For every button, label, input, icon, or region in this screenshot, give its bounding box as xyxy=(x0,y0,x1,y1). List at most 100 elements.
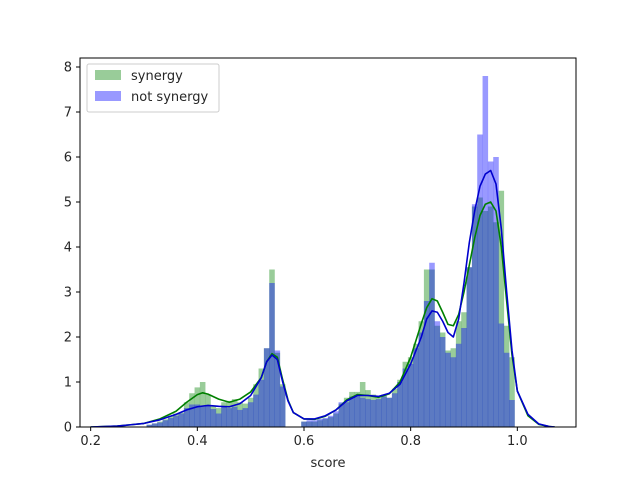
x-tick-label: 0.6 xyxy=(294,434,315,449)
hist-bar-not-synergy xyxy=(157,422,163,427)
hist-bar-not-synergy xyxy=(386,397,393,427)
hist-bar-not-synergy xyxy=(162,420,169,427)
hist-bar-not-synergy xyxy=(461,328,467,427)
hist-bar-not-synergy xyxy=(455,343,462,427)
hist-bar-not-synergy xyxy=(274,350,281,427)
hist-bar-not-synergy xyxy=(349,396,355,427)
hist-bar-not-synergy xyxy=(498,323,505,427)
hist-bar-synergy xyxy=(471,206,478,427)
hist-bar-synergy xyxy=(269,269,275,427)
hist-bar-synergy xyxy=(173,413,179,427)
hist-bar-not-synergy xyxy=(381,396,387,427)
hist-bar-synergy xyxy=(343,397,350,427)
y-tick-label: 2 xyxy=(64,331,72,346)
hist-bar-synergy xyxy=(178,412,185,427)
hist-bar-not-synergy xyxy=(226,408,233,427)
hist-bar-synergy xyxy=(258,368,265,427)
axes-frame xyxy=(79,57,577,428)
hist-bar-synergy xyxy=(317,420,323,427)
hist-bar-not-synergy xyxy=(343,402,350,427)
hist-bar-not-synergy xyxy=(333,411,339,427)
hist-bar-not-synergy xyxy=(391,393,398,427)
hist-bar-synergy xyxy=(162,419,169,427)
hist-bar-synergy xyxy=(365,390,371,427)
hist-bar-synergy xyxy=(487,206,494,427)
hist-bar-not-synergy xyxy=(477,134,483,427)
hist-bar-synergy xyxy=(434,325,441,427)
hist-bar-synergy xyxy=(466,267,473,427)
x-tick-label: 1.0 xyxy=(507,434,528,449)
y-tick-label: 5 xyxy=(64,196,72,211)
hist-bar-not-synergy xyxy=(413,348,419,427)
hist-bar-synergy xyxy=(167,415,174,427)
hist-bar-not-synergy xyxy=(301,421,307,427)
hist-bar-not-synergy xyxy=(258,379,265,427)
hist-bar-not-synergy xyxy=(231,406,238,427)
x-tick-label: 0.8 xyxy=(400,434,421,449)
hist-bar-synergy xyxy=(274,352,281,427)
hist-bar-synergy xyxy=(157,421,163,427)
hist-bar-not-synergy xyxy=(215,413,222,427)
hist-bar-not-synergy xyxy=(503,352,510,427)
hist-bar-synergy xyxy=(199,382,206,427)
hist-bar-synergy xyxy=(397,379,403,427)
hist-bar-synergy xyxy=(306,421,313,427)
hist-bar-not-synergy xyxy=(317,418,323,427)
legend-box xyxy=(86,63,220,113)
hist-bar-synergy xyxy=(375,397,382,427)
hist-bar-synergy xyxy=(477,197,483,427)
hist-bar-synergy xyxy=(221,402,227,427)
hist-bar-not-synergy xyxy=(167,418,174,427)
hist-bar-synergy xyxy=(183,402,190,427)
legend-swatch-synergy xyxy=(95,70,121,80)
hist-bar-not-synergy xyxy=(407,364,414,427)
hist-bar-synergy xyxy=(215,408,222,427)
hist-bar-not-synergy xyxy=(205,405,211,427)
y-tick-label: 6 xyxy=(64,151,72,166)
hist-bar-synergy xyxy=(237,402,243,427)
hist-bar-synergy xyxy=(338,403,345,427)
hist-bar-not-synergy xyxy=(487,161,494,427)
hist-bar-synergy xyxy=(349,391,355,427)
y-axis: 0 1 2 3 4 5 6 7 8 xyxy=(64,61,80,436)
hist-bar-not-synergy xyxy=(151,423,158,427)
y-tick-label: 0 xyxy=(64,421,72,436)
y-tick-label: 7 xyxy=(64,106,72,121)
hist-bar-not-synergy xyxy=(189,404,195,427)
hist-bar-not-synergy xyxy=(429,262,435,427)
hist-bar-not-synergy xyxy=(370,400,377,427)
hist-bar-synergy xyxy=(445,350,451,427)
hist-bar-not-synergy xyxy=(221,406,227,427)
hist-bar-synergy xyxy=(391,388,398,427)
hist-bar-synergy xyxy=(327,417,334,427)
hist-bar-not-synergy xyxy=(402,368,409,427)
hist-bar-synergy xyxy=(482,211,489,427)
hist-bar-not-synergy xyxy=(263,348,270,427)
hist-bar-not-synergy xyxy=(375,399,382,427)
hist-bar-not-synergy xyxy=(397,382,403,427)
hist-bar-synergy xyxy=(503,325,510,427)
hist-bar-synergy xyxy=(263,348,270,427)
hist-bar-synergy xyxy=(418,321,425,427)
hist-bar-synergy xyxy=(242,403,249,427)
hist-bar-not-synergy xyxy=(279,386,286,427)
hist-bar-not-synergy xyxy=(471,204,478,427)
hist-bar-not-synergy xyxy=(445,352,451,427)
hist-bar-not-synergy xyxy=(146,424,153,427)
hist-bar-synergy xyxy=(226,400,233,427)
hist-bar-synergy xyxy=(253,384,259,427)
hist-bar-not-synergy xyxy=(439,337,446,427)
hist-bar-synergy xyxy=(247,397,254,427)
hist-bar-synergy xyxy=(413,343,419,427)
hist-bar-synergy xyxy=(231,399,238,427)
hist-bar-not-synergy xyxy=(311,420,318,427)
x-axis-label: score xyxy=(311,456,346,471)
legend-label-not-synergy: not synergy xyxy=(131,90,208,105)
hist-bar-synergy xyxy=(407,357,414,427)
hist-bar-not-synergy xyxy=(247,402,254,427)
hist-bar-synergy xyxy=(450,348,457,427)
hist-bar-synergy xyxy=(189,393,195,427)
hist-bar-not-synergy xyxy=(354,396,361,427)
hist-bar-synergy xyxy=(205,394,211,427)
